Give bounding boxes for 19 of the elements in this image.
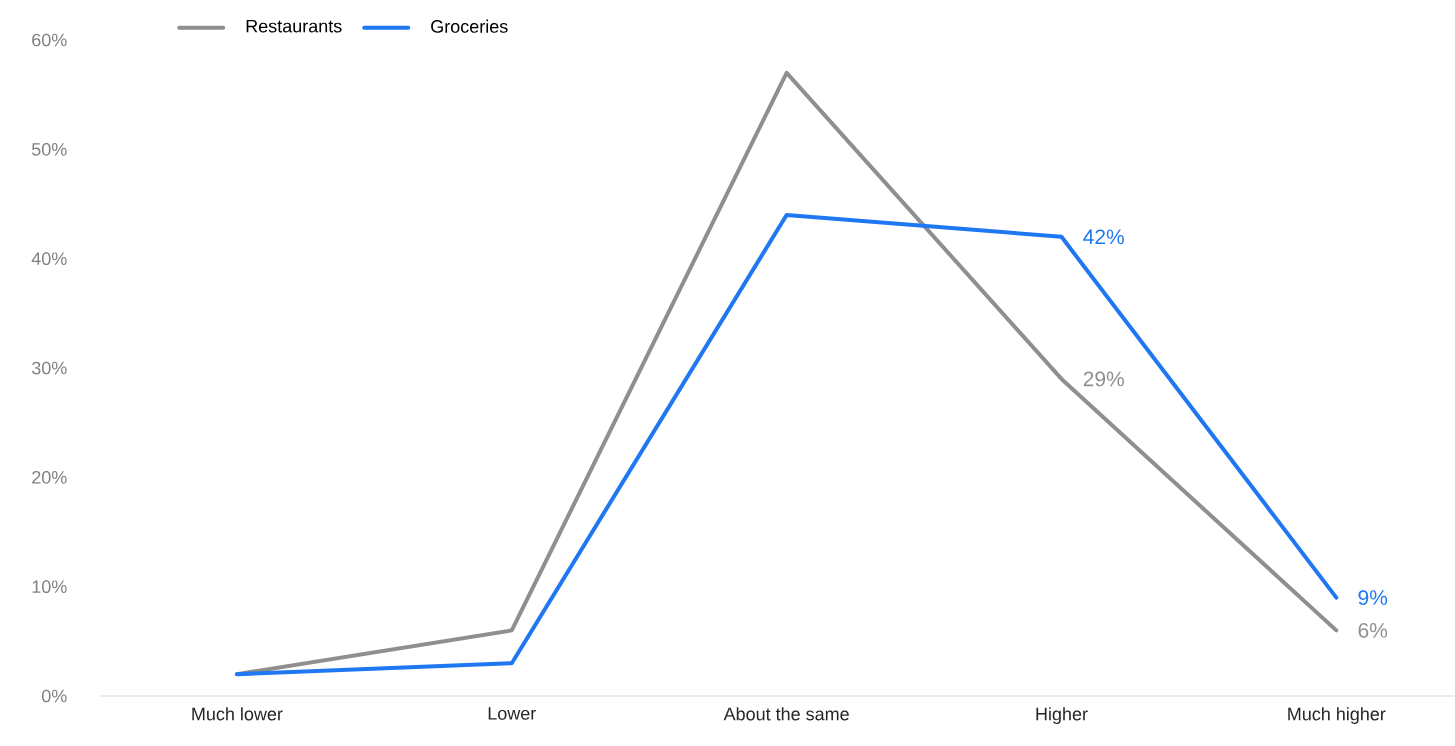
y-tick-label: 0% bbox=[41, 689, 67, 703]
x-tick-label: Higher bbox=[1036, 707, 1088, 724]
y-tick-label: 40% bbox=[31, 252, 67, 266]
y-tick-label: 10% bbox=[32, 580, 67, 594]
x-tick-label: Much lower bbox=[192, 707, 283, 721]
data-label: 6% bbox=[1358, 622, 1388, 638]
y-tick-label: 30% bbox=[31, 361, 67, 375]
y-tick-label: 50% bbox=[31, 142, 67, 156]
x-tick-label: Lower bbox=[488, 707, 536, 720]
x-tick-label: About the same bbox=[723, 707, 849, 721]
data-label: 9% bbox=[1358, 590, 1388, 606]
line-series bbox=[234, 212, 1339, 677]
data-label: 42% bbox=[1083, 229, 1124, 245]
legend-label: Restaurants bbox=[246, 19, 342, 33]
y-tick-label: 20% bbox=[32, 470, 67, 484]
data-label: 29% bbox=[1083, 371, 1124, 387]
x-tick-label: Much higher bbox=[1288, 707, 1386, 724]
legend-label: Groceries bbox=[431, 19, 508, 33]
y-tick-label: 60% bbox=[32, 33, 67, 47]
